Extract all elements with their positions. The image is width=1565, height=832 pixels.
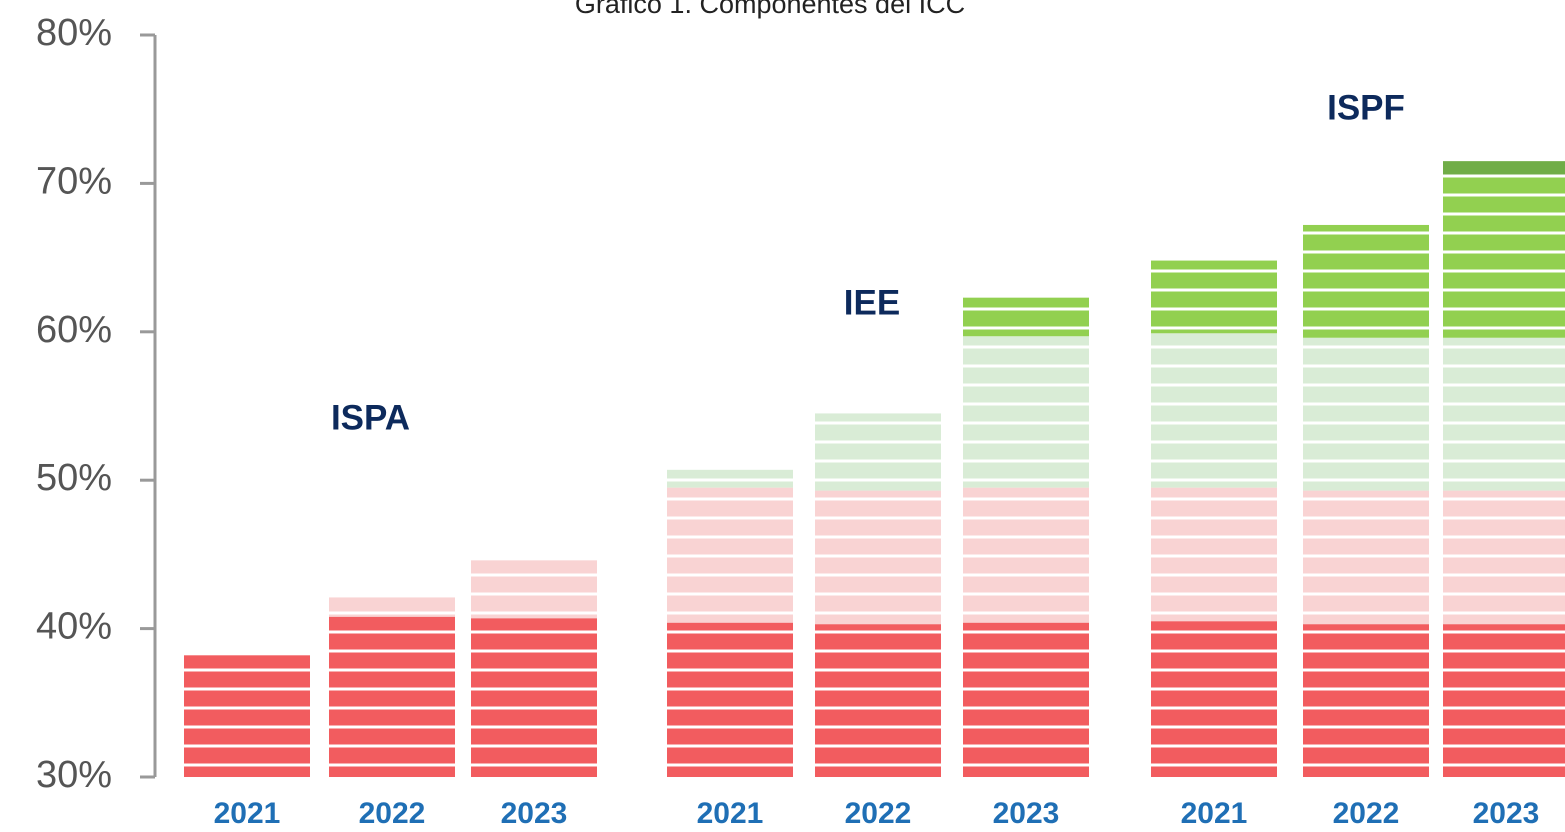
bar-segment (329, 616, 455, 777)
y-tick-label: 80% (36, 12, 112, 54)
y-tick-label: 40% (36, 606, 112, 648)
x-tick-label: 2021 (1181, 797, 1248, 830)
bar-segment (963, 336, 1089, 488)
bar-segment (1151, 621, 1277, 777)
bar-segment (1443, 624, 1565, 777)
bar-segment (471, 618, 597, 777)
x-tick-label: 2023 (993, 797, 1060, 830)
bar-segment (1303, 624, 1429, 777)
x-tick-label: 2022 (359, 797, 426, 830)
bar-segment (1303, 224, 1429, 338)
bar-segment (471, 560, 597, 619)
x-tick-label: 2021 (214, 797, 281, 830)
y-tick-label: 60% (36, 309, 112, 351)
x-tick-label: 2023 (501, 797, 568, 830)
x-tick-label: 2022 (1333, 797, 1400, 830)
bar-segment (963, 622, 1089, 777)
group-label: ISPA (331, 398, 410, 437)
bar-segment (184, 655, 310, 777)
x-tick-label: 2022 (845, 797, 912, 830)
bar-segment (1151, 333, 1277, 488)
bar-segment (1443, 174, 1565, 338)
chart-title: Gráfico 1. Componentes del ICC (575, 0, 965, 19)
bar-segment (667, 622, 793, 777)
y-tick-label: 70% (36, 160, 112, 202)
bar-segment (815, 413, 941, 491)
bar-segment (1151, 487, 1277, 622)
y-tick-label: 50% (36, 457, 112, 499)
bar-segment (1303, 337, 1429, 491)
group-label: ISPF (1327, 88, 1405, 127)
bar-segment (963, 297, 1089, 337)
x-tick-label: 2021 (697, 797, 764, 830)
x-tick-label: 2023 (1473, 797, 1540, 830)
group-label: IEE (844, 283, 900, 322)
bar-segment (1443, 161, 1565, 175)
bar-segment (1443, 337, 1565, 491)
y-tick-label: 30% (36, 754, 112, 796)
bar-segment (815, 624, 941, 777)
bar-segment (1151, 260, 1277, 334)
